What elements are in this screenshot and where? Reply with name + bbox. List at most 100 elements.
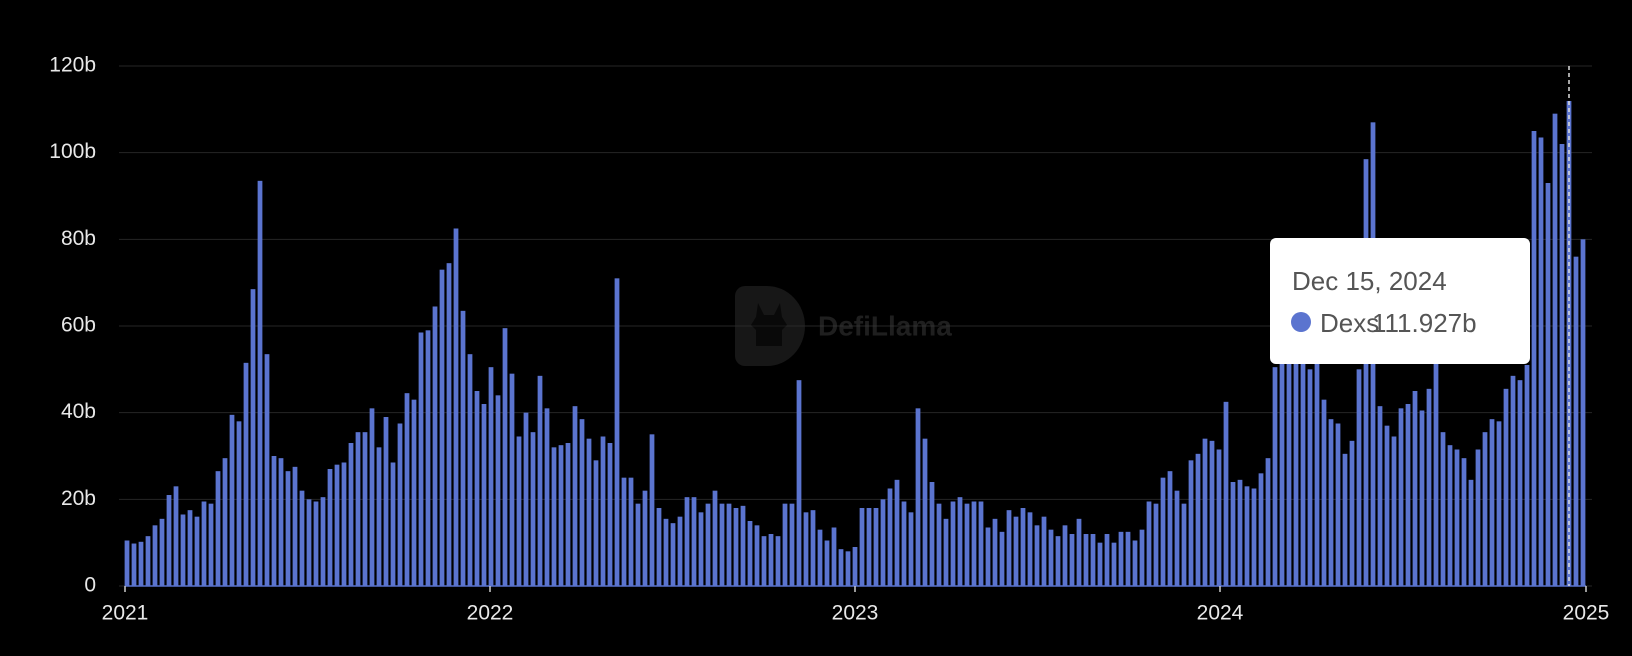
bar (1139, 529, 1145, 586)
y-tick-label: 100b (49, 140, 96, 163)
bar (838, 549, 844, 586)
bar (271, 456, 277, 586)
bar (411, 399, 417, 586)
y-tick-label: 0 (84, 574, 96, 597)
bar (1216, 449, 1222, 586)
bar (978, 501, 984, 586)
bar (131, 543, 137, 586)
bar (1097, 542, 1103, 586)
bar (1202, 438, 1208, 586)
bar (1517, 380, 1523, 586)
bar (579, 419, 585, 586)
bar (1167, 471, 1173, 586)
bar (1524, 365, 1530, 586)
bar (957, 497, 963, 586)
bar (383, 417, 389, 586)
bar (285, 471, 291, 586)
bar (1468, 479, 1474, 586)
bar (1545, 183, 1551, 586)
bar (1503, 388, 1509, 586)
bar (243, 362, 249, 586)
bar (1237, 479, 1243, 586)
x-axis: 2021 2022 2023 2024 2025 (102, 585, 1609, 625)
bar (1062, 525, 1068, 586)
bar (1356, 369, 1362, 586)
bar (887, 488, 893, 586)
bar (1181, 503, 1187, 586)
bar (950, 501, 956, 586)
bar (901, 501, 907, 586)
bar (530, 432, 536, 586)
bar (565, 443, 571, 586)
bar (1125, 531, 1131, 586)
bar (1559, 144, 1565, 586)
bar (1286, 334, 1292, 586)
bar (1160, 477, 1166, 586)
bar (747, 521, 753, 586)
bar (1580, 239, 1586, 587)
bar (873, 508, 879, 586)
bar (1335, 423, 1341, 586)
bar (726, 503, 732, 586)
bar (880, 499, 886, 586)
bar (544, 408, 550, 586)
bar (1090, 534, 1096, 586)
bar (1041, 516, 1047, 586)
bar (1314, 360, 1320, 586)
bar (761, 536, 767, 586)
bar (705, 503, 711, 586)
bar (369, 408, 375, 586)
y-tick-label: 60b (61, 314, 96, 337)
grid: 0 20b 40b 60b 80b 100b 120b (49, 54, 1592, 597)
y-tick-label: 20b (61, 487, 96, 510)
watermark-text: DefiLlama (818, 310, 952, 341)
bar (173, 486, 179, 586)
bar (600, 436, 606, 586)
bar (446, 263, 452, 586)
bar (201, 501, 207, 586)
bar (1300, 360, 1306, 586)
bar (908, 512, 914, 586)
bar (733, 508, 739, 586)
bar (1195, 453, 1201, 586)
bar (1384, 425, 1390, 586)
bar (362, 432, 368, 586)
watermark: DefiLlama (735, 286, 952, 366)
bar (1174, 490, 1180, 586)
bar (264, 354, 270, 586)
bar (1118, 531, 1124, 586)
bar (712, 490, 718, 586)
bar (418, 332, 424, 586)
bar (1447, 445, 1453, 586)
y-tick-label: 40b (61, 400, 96, 423)
bar (208, 503, 214, 586)
bars (124, 100, 1586, 587)
bar (656, 508, 662, 586)
bar (1244, 486, 1250, 586)
bar (775, 536, 781, 586)
bar (810, 510, 816, 586)
bar (740, 505, 746, 586)
tooltip-date: Dec 15, 2024 (1292, 266, 1447, 296)
bar (1496, 421, 1502, 586)
bar (1251, 488, 1257, 586)
bar (425, 330, 431, 586)
bar (943, 518, 949, 586)
tooltip: Dec 15, 2024 Dexs 111.927b (1270, 238, 1530, 364)
watermark-llama (751, 303, 787, 346)
bar (1013, 516, 1019, 586)
bar (432, 306, 438, 586)
bar (1419, 410, 1425, 586)
bar (320, 497, 326, 586)
bar (985, 527, 991, 586)
bar (964, 503, 970, 586)
bar (306, 499, 312, 586)
x-tick-label: 2024 (1197, 602, 1244, 625)
bar (376, 447, 382, 586)
bar (754, 525, 760, 586)
tooltip-value: 111.927b (1372, 308, 1477, 338)
bar (159, 518, 165, 586)
bar (852, 547, 858, 586)
bar (929, 482, 935, 586)
bar (1405, 404, 1411, 586)
